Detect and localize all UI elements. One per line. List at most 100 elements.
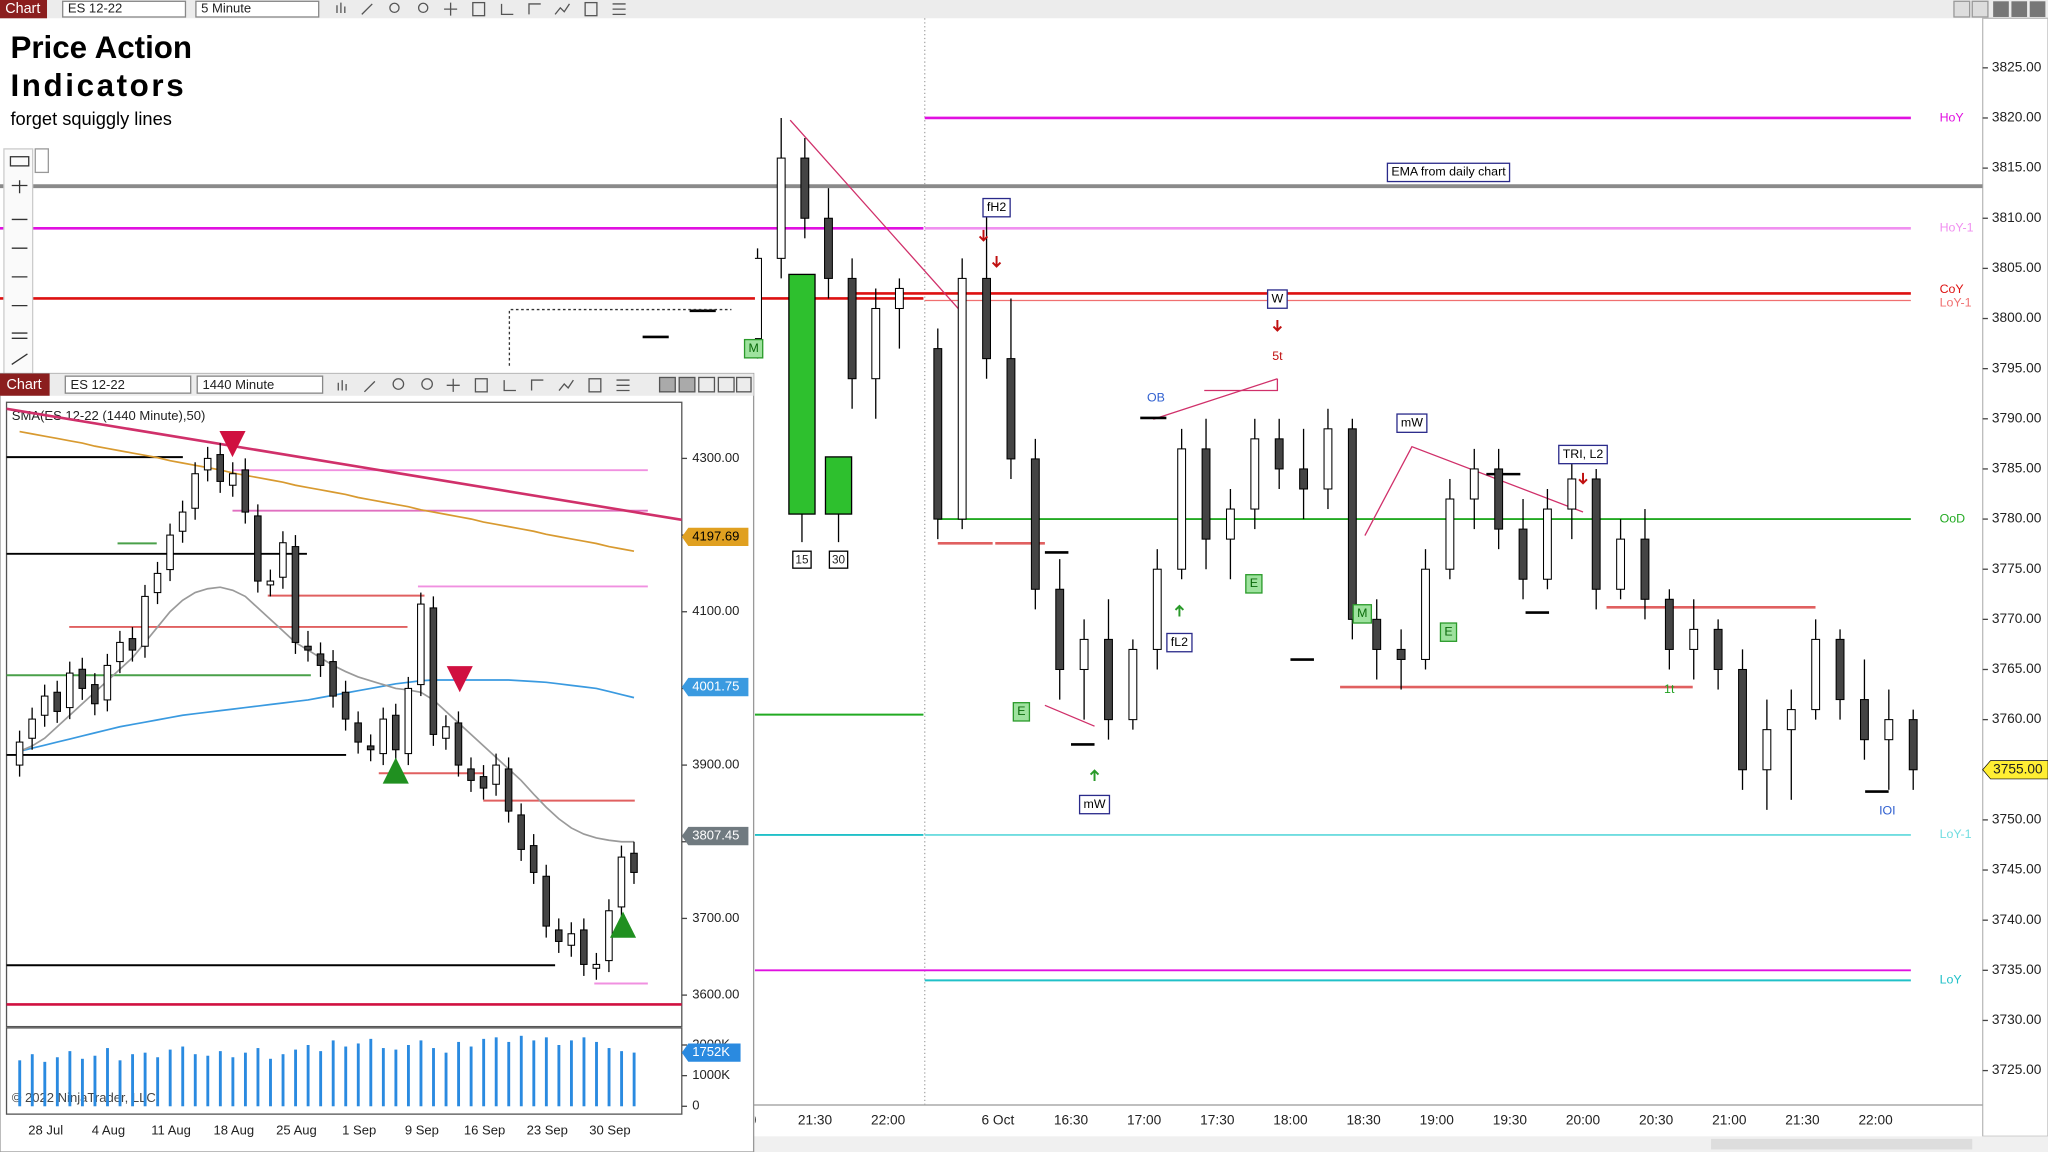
candle-body — [592, 963, 601, 969]
tab-label[interactable]: Chart — [5, 1, 40, 17]
window-buttons[interactable] — [1953, 0, 2046, 18]
x-tick-label: 18:30 — [1346, 1112, 1381, 1127]
x-tick-label: 19:30 — [1493, 1112, 1528, 1127]
candle-body — [379, 718, 388, 755]
volume-bar — [369, 1038, 373, 1107]
y-tick-label: 3775.00 — [1992, 561, 2042, 576]
volume-marker-label: 1752K — [692, 1044, 730, 1059]
y-tick-label: 3725.00 — [1992, 1062, 2042, 1077]
candle-body — [1908, 719, 1918, 771]
toolbar-icons[interactable] — [337, 376, 752, 393]
volume-bar — [356, 1043, 360, 1107]
candle-body — [53, 691, 61, 712]
y-tick-label: 3730.00 — [1992, 1012, 2042, 1027]
instrument[interactable]: ES 12-22 — [71, 377, 125, 392]
candle-body — [1079, 638, 1089, 671]
candle-body — [291, 546, 300, 643]
candle-body — [1055, 588, 1065, 671]
volume-bar — [118, 1060, 122, 1107]
annotation-box — [743, 338, 764, 359]
candle-body — [65, 672, 74, 709]
instrument-select[interactable] — [62, 0, 187, 18]
candle-body — [216, 454, 225, 482]
volume-bar — [231, 1057, 235, 1107]
signal-triangle — [609, 911, 637, 938]
x-tick-label: 16:30 — [1054, 1112, 1089, 1127]
interval-select[interactable] — [195, 0, 320, 18]
instrument[interactable]: ES 12-22 — [68, 1, 122, 16]
y-tick-label: 0 — [692, 1098, 699, 1113]
x-tick-label: 11 Aug — [151, 1123, 191, 1138]
toolbar-icons[interactable] — [336, 1, 626, 17]
volume-bar — [319, 1051, 323, 1107]
annotation: E — [1250, 576, 1258, 590]
volume-bar — [582, 1037, 586, 1107]
volume-bar — [43, 1061, 47, 1107]
annotation: 5t — [1272, 349, 1283, 363]
candle-body — [203, 457, 212, 471]
y-tick-label: 3745.00 — [1992, 862, 2042, 877]
volume-bar — [381, 1048, 385, 1107]
annotation-box — [1266, 289, 1288, 309]
volume-bar — [469, 1046, 473, 1107]
y-tick-label: 3700.00 — [692, 910, 739, 925]
tab[interactable] — [0, 373, 50, 396]
candle-body — [1884, 719, 1894, 741]
candle-body — [630, 852, 638, 873]
volume-bar — [294, 1049, 298, 1107]
candle-body — [354, 722, 362, 743]
x-tick-label: 9 Sep — [405, 1123, 439, 1138]
volume-bar — [256, 1048, 260, 1107]
candle-body — [1542, 508, 1552, 580]
candle-body — [1372, 618, 1382, 650]
candle-body — [580, 929, 588, 965]
candle-body — [800, 157, 810, 219]
candle-body — [1762, 729, 1772, 771]
candle-body — [1811, 638, 1821, 711]
scroll-thumb[interactable] — [1711, 1138, 1973, 1150]
candle-body — [1518, 528, 1528, 580]
interval[interactable]: 5 Minute — [201, 1, 251, 16]
candle-body — [529, 845, 538, 873]
candle-body — [824, 217, 833, 279]
candle-body — [492, 764, 500, 785]
candle-body — [1006, 358, 1016, 460]
candle-body — [279, 542, 287, 578]
candle-body — [1274, 438, 1284, 470]
x-tick-label: 17:30 — [1200, 1112, 1235, 1127]
annotation-box — [1396, 413, 1428, 433]
candle-body — [957, 277, 967, 520]
candle-body — [517, 814, 525, 850]
annotation-box — [1558, 444, 1608, 465]
volume-bar — [269, 1058, 272, 1107]
instrument-select[interactable] — [64, 375, 192, 394]
volume-bar — [569, 1040, 573, 1107]
annotation: E — [1444, 624, 1452, 638]
y-tick-label: 3815.00 — [1992, 160, 2042, 175]
candle-body — [1250, 438, 1260, 510]
candle-body — [1591, 478, 1601, 590]
volume-bar — [457, 1041, 461, 1107]
annotation: mW — [1401, 415, 1423, 429]
indicator-line — [19, 586, 634, 843]
tab-label[interactable]: Chart — [7, 377, 42, 393]
y-tick-label: 3795.00 — [1992, 360, 2042, 375]
y-tick-label: 3785.00 — [1992, 461, 2042, 476]
candle-body — [1616, 538, 1626, 590]
candle-body — [316, 653, 325, 666]
level-label: LoY — [1940, 973, 1962, 987]
volume-bar — [406, 1044, 410, 1107]
candle-body — [404, 687, 413, 755]
annotation: mW — [1084, 797, 1106, 811]
interval[interactable]: 1440 Minute — [202, 377, 274, 392]
candle-body — [894, 287, 904, 310]
volume-marker — [681, 1043, 741, 1062]
interval-select[interactable] — [196, 375, 324, 394]
tab[interactable] — [0, 0, 48, 19]
price-marker — [681, 826, 749, 846]
annotation: TRI, L2 — [1563, 447, 1604, 461]
candle-body — [617, 856, 626, 908]
x-tick-label: 21:30 — [1785, 1112, 1820, 1127]
candle-body — [341, 691, 350, 720]
volume-bar — [432, 1048, 435, 1107]
